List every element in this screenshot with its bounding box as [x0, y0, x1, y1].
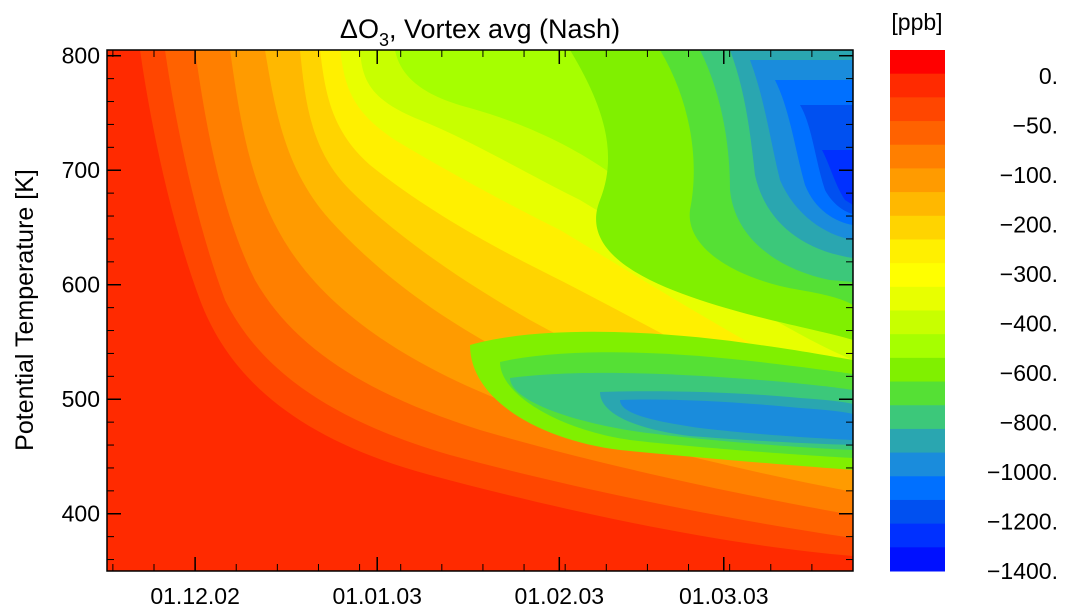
- x-tick-label: 01.12.02: [150, 583, 240, 608]
- colorbar-swatch: [890, 215, 945, 240]
- colorbar-swatch: [890, 357, 945, 383]
- colorbar-labels: 0. −50. −100. −200. −300. −400. −600. −800. −100…: [987, 63, 1058, 584]
- y-tick-label: 600: [62, 272, 100, 298]
- colorbar-label: −300.: [1000, 261, 1058, 287]
- colorbar-swatch: [890, 97, 945, 122]
- colorbar-swatch: [890, 381, 945, 406]
- colorbar-swatch: [890, 239, 945, 264]
- colorbar-label: −1000.: [987, 459, 1058, 485]
- x-axis: 01.12.02 01.01.03 01.02.03 01.03.03: [112, 50, 813, 608]
- colorbar-label: −800.: [1000, 410, 1058, 436]
- colorbar-swatch: [890, 334, 945, 359]
- colorbar-swatch: [890, 121, 945, 146]
- colorbar-label: −50.: [1013, 113, 1058, 139]
- x-tick-label: 01.03.03: [679, 583, 769, 608]
- colorbar-swatch: [890, 286, 945, 311]
- colorbar-swatch: [890, 50, 945, 75]
- contour-band-23: [620, 399, 853, 440]
- y-axis: 400 500 600 700 800: [62, 43, 853, 561]
- colorbar-swatch: [890, 168, 945, 193]
- colorbar-label: −600.: [1000, 360, 1058, 386]
- colorbar-label: −100.: [1000, 162, 1058, 188]
- colorbar-swatch: [890, 73, 945, 98]
- x-tick-label: 01.02.03: [515, 583, 605, 608]
- colorbar-label: −1400.: [987, 558, 1058, 584]
- y-axis-label: Potential Temperature [K]: [11, 169, 39, 451]
- colorbar-swatch: [890, 547, 945, 572]
- colorbar-label: −1200.: [987, 509, 1058, 535]
- colorbar-swatch: [890, 192, 945, 217]
- colorbar-label: −200.: [1000, 212, 1058, 238]
- colorbar-swatch: [890, 428, 945, 454]
- colorbar-swatch: [890, 144, 945, 169]
- chart-title: ΔO3, Vortex avg (Nash): [340, 14, 620, 50]
- colorbar-unit: [ppb]: [891, 9, 942, 35]
- contour-band-18: [822, 150, 853, 205]
- colorbar-swatch: [890, 452, 945, 477]
- colorbar-swatch: [890, 310, 945, 335]
- y-tick-label: 800: [62, 43, 100, 69]
- colorbar-swatch: [890, 405, 945, 430]
- colorbar-swatch: [890, 476, 945, 501]
- colorbar-label: 0.: [1039, 63, 1058, 89]
- colorbar-label: −400.: [1000, 311, 1058, 337]
- colorbar-swatch: [890, 263, 945, 288]
- y-tick-label: 700: [62, 157, 100, 183]
- x-tick-label: 01.01.03: [332, 583, 422, 608]
- colorbar-swatch: [890, 499, 945, 525]
- y-tick-label: 500: [62, 386, 100, 412]
- plot-frame: [106, 49, 854, 572]
- contour-field: [107, 50, 853, 571]
- y-tick-label: 400: [62, 501, 100, 527]
- colorbar: [890, 50, 945, 572]
- colorbar-swatch: [890, 523, 945, 548]
